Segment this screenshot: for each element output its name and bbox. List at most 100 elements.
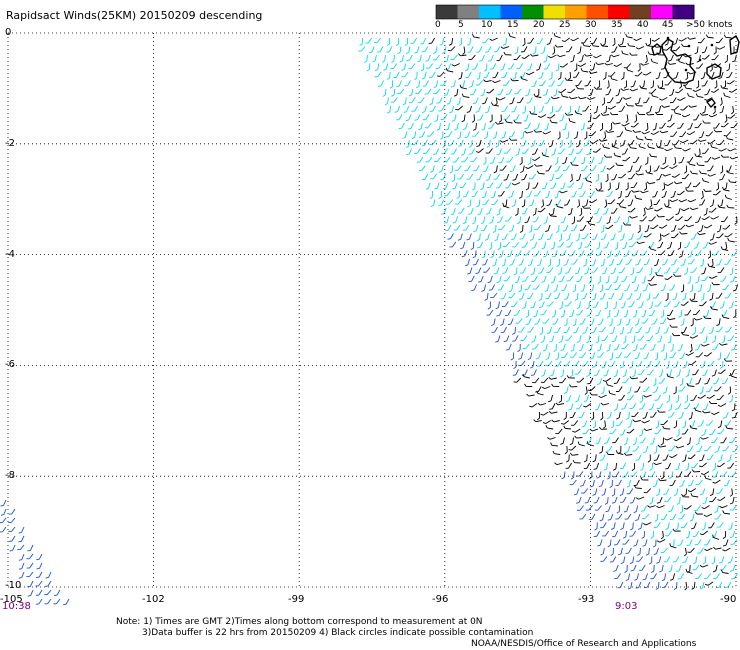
wind-barb — [720, 71, 724, 78]
wind-barb — [654, 190, 658, 197]
wind-barb — [691, 360, 697, 366]
wind-barb-feather — [510, 78, 513, 82]
wind-barb — [514, 199, 517, 206]
wind-barb-feather — [567, 213, 572, 216]
wind-barb-feather — [472, 256, 476, 259]
wind-barb — [730, 556, 734, 563]
wind-barb — [608, 343, 611, 350]
wind-barb — [549, 267, 554, 273]
wind-barb-feather — [568, 449, 572, 451]
wind-barb — [555, 318, 559, 325]
wind-barb — [702, 530, 708, 536]
wind-barb — [671, 454, 678, 458]
wind-barb — [607, 131, 614, 133]
wind-barb-feather — [666, 400, 670, 403]
wind-barb-feather — [384, 103, 388, 106]
wind-barb — [620, 173, 627, 179]
wind-barb — [432, 105, 437, 112]
wind-barb — [681, 513, 686, 520]
wind-barb-feather — [643, 73, 647, 76]
wind-barb-feather — [566, 375, 570, 379]
wind-barb-feather — [624, 570, 628, 574]
wind-barb — [719, 46, 726, 50]
wind-barb-feather — [530, 145, 534, 148]
wind-barb-feather — [590, 485, 594, 488]
wind-barb — [720, 496, 726, 501]
wind-barb-feather — [563, 417, 567, 421]
wind-barb — [689, 131, 696, 135]
scale-swatch — [608, 5, 630, 19]
wind-barb — [521, 78, 528, 81]
wind-barb — [537, 386, 542, 392]
wind-barb-feather — [604, 62, 608, 66]
wind-barb-feather — [439, 43, 443, 46]
wind-barb — [439, 71, 445, 77]
wind-barb — [401, 122, 405, 129]
wind-barb — [419, 54, 422, 61]
wind-barb — [581, 343, 584, 350]
wind-barb-feather — [671, 332, 675, 336]
wind-barb — [614, 496, 618, 503]
wind-barb — [601, 139, 608, 142]
wind-barb-feather — [607, 477, 611, 480]
wind-barb — [569, 182, 575, 188]
wind-barb — [545, 250, 549, 257]
wind-barb — [533, 335, 537, 342]
wind-barb — [456, 122, 459, 129]
wind-barb — [634, 420, 641, 423]
wind-barb — [629, 479, 631, 486]
wind-barb-feather — [635, 519, 639, 522]
wind-barb-feather — [704, 98, 708, 101]
wind-barb-feather — [458, 145, 462, 147]
wind-barb — [505, 37, 508, 45]
wind-barb-feather — [714, 451, 718, 453]
wind-barb-feather — [395, 43, 399, 47]
wind-barb — [675, 37, 679, 44]
wind-barb — [582, 318, 586, 325]
wind-barb-feather — [573, 493, 577, 496]
wind-barb — [460, 87, 468, 90]
wind-barb-feather — [577, 247, 581, 250]
wind-barb — [408, 148, 412, 155]
wind-barb — [670, 54, 674, 61]
wind-barb — [702, 581, 705, 588]
wind-barb-feather — [430, 170, 434, 173]
wind-barb-feather — [541, 281, 545, 283]
wind-barb-feather — [593, 502, 597, 504]
wind-barb-feather — [669, 94, 673, 97]
wind-barb-feather — [603, 468, 607, 471]
wind-barb — [490, 275, 493, 282]
wind-barb — [547, 97, 551, 104]
wind-barb-feather — [510, 358, 514, 361]
wind-barb-feather — [558, 400, 562, 403]
wind-barb-feather — [541, 152, 544, 156]
wind-barb — [420, 122, 423, 129]
wind-barb — [689, 156, 694, 163]
wind-barb-feather — [527, 357, 531, 361]
wind-barb-feather — [498, 162, 502, 164]
wind-barb — [502, 165, 507, 171]
wind-barb — [528, 318, 532, 325]
wind-barb — [680, 343, 683, 350]
wind-barb-feather — [560, 221, 564, 224]
wind-barb-feather — [659, 98, 663, 101]
wind-barb — [10, 526, 16, 532]
wind-barb-feather — [648, 307, 652, 310]
wind-barb — [451, 37, 454, 45]
wind-barb-feather — [671, 236, 675, 239]
wind-barb — [571, 445, 577, 451]
wind-barb — [689, 437, 691, 444]
wind-barb — [597, 505, 602, 511]
scale-swatch — [436, 5, 458, 19]
wind-barb — [414, 105, 419, 112]
wind-barb — [560, 148, 565, 154]
wind-barb — [586, 199, 589, 206]
wind-barb-feather — [500, 68, 504, 71]
wind-barb — [521, 190, 523, 198]
wind-barb-feather — [609, 485, 613, 489]
wind-barb — [436, 156, 442, 162]
wind-barb — [496, 173, 501, 180]
wind-barb-feather — [706, 290, 711, 293]
wind-barb — [561, 275, 565, 282]
wind-barb-feather — [526, 196, 530, 198]
